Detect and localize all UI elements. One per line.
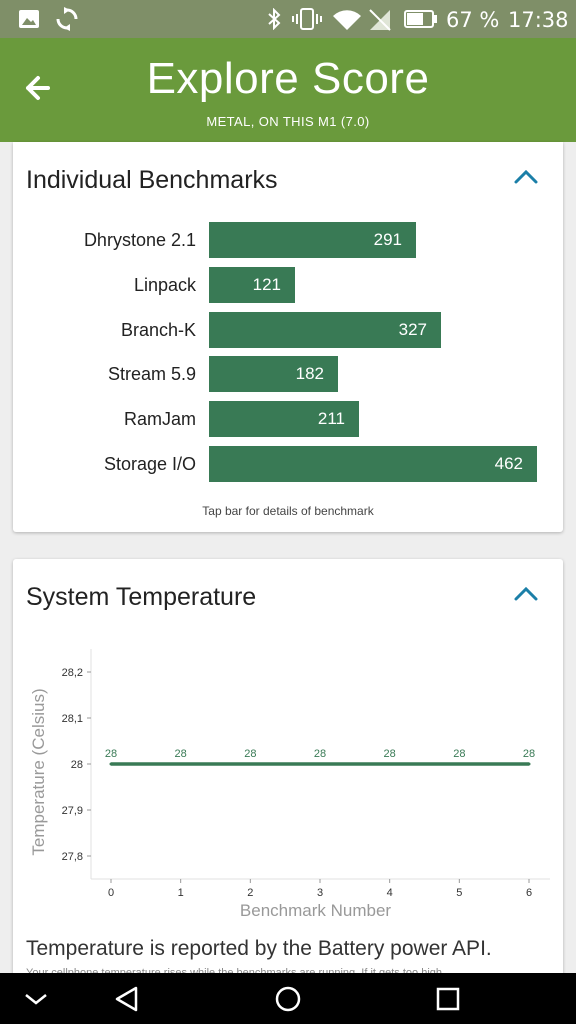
benchmark-label: Branch-K (120, 319, 196, 340)
temperature-title: System Temperature (26, 583, 257, 611)
temperature-data-label: 28 (105, 748, 117, 760)
temperature-point (457, 762, 461, 766)
benchmark-row[interactable]: RamJam 211 (13, 401, 563, 438)
benchmark-label: Stream 5.9 (107, 364, 196, 385)
wifi-icon (333, 10, 361, 31)
status-bar: 67 % 17:38 (0, 0, 576, 38)
chevron-down-icon[interactable] (20, 983, 52, 1015)
benchmarks-title: Individual Benchmarks (26, 166, 278, 194)
benchmark-bar[interactable]: 291 (209, 222, 416, 258)
temperature-data-label: 28 (384, 748, 396, 760)
navigation-bar (0, 973, 576, 1024)
y-axis-label: Temperature (Celsius) (29, 688, 48, 855)
benchmark-row[interactable]: Linpack 121 (13, 266, 563, 303)
benchmark-row[interactable]: Branch-K 327 (13, 311, 563, 348)
benchmark-bar[interactable]: 211 (209, 401, 359, 438)
temperature-chart: 27,8 27,9 28 28,1 28,2 0 1 2 3 4 5 6 28 28 28 28 28 28 28 B… (29, 649, 550, 920)
benchmark-value: 211 (317, 409, 345, 429)
bluetooth-icon (268, 8, 281, 30)
battery-icon (404, 10, 437, 28)
temperature-point (248, 762, 252, 766)
temperature-data-label: 28 (244, 748, 256, 760)
temperature-point (527, 762, 531, 766)
y-tick-label: 27,8 (62, 851, 83, 863)
temperature-data-label: 28 (314, 748, 326, 760)
x-tick-label: 1 (178, 887, 184, 899)
arrow-left-icon[interactable] (18, 66, 62, 110)
benchmarks-card: Individual Benchmarks Dhrystone 2.1 291 Li… (13, 142, 563, 532)
x-axis-label: Benchmark Number (240, 901, 392, 920)
benchmark-row[interactable]: Storage I/O 462 (13, 446, 563, 482)
temperature-data-label: 28 (523, 748, 535, 760)
y-tick-label: 27,9 (62, 805, 83, 817)
x-tick-label: 3 (317, 887, 323, 899)
benchmark-label: RamJam (123, 409, 196, 430)
temperature-card: System Temperature 27,8 27,9 28 28,1 28,2 0 1 2… (13, 559, 563, 979)
y-tick-label: 28 (71, 759, 83, 771)
temperature-data-label: 28 (453, 748, 465, 760)
y-tick-label: 28,2 (62, 667, 83, 679)
page-subtitle: METAL, ON THIS M1 (7.0) (206, 114, 370, 129)
benchmark-label: Dhrystone 2.1 (83, 230, 196, 250)
benchmark-value: 182 (295, 364, 324, 384)
x-tick-label: 2 (247, 887, 253, 899)
benchmark-row[interactable]: Dhrystone 2.1 291 (13, 222, 563, 258)
benchmark-row[interactable]: Stream 5.9 182 (13, 356, 563, 393)
temperature-point (318, 762, 322, 766)
app-bar: Explore Score METAL, ON THIS M1 (7.0) (0, 38, 576, 142)
benchmark-label: Linpack (133, 274, 196, 295)
page-title: Explore Score (146, 54, 430, 103)
image-icon (19, 10, 39, 28)
benchmark-value: 291 (373, 230, 402, 249)
chevron-up-icon[interactable] (511, 162, 541, 192)
clock: 17:38 (508, 8, 569, 32)
chevron-up-icon[interactable] (511, 579, 541, 609)
sync-icon (56, 7, 78, 31)
temperature-point (388, 762, 392, 766)
benchmark-bar[interactable]: 121 (209, 266, 295, 303)
benchmark-bar[interactable]: 182 (209, 356, 338, 393)
home-circle-icon[interactable] (272, 983, 304, 1015)
temperature-data-label: 28 (175, 748, 187, 760)
benchmark-value: 327 (398, 319, 427, 339)
benchmark-value: 121 (252, 274, 281, 294)
battery-percent: 67 % (446, 8, 500, 32)
benchmark-bar[interactable]: 462 (209, 446, 537, 482)
x-tick-label: 5 (456, 887, 462, 899)
benchmark-label: Storage I/O (103, 454, 196, 474)
benchmark-value: 462 (494, 454, 523, 473)
temperature-point (109, 762, 113, 766)
temperature-point (179, 762, 183, 766)
x-tick-label: 0 (108, 887, 114, 899)
vibrate-icon (292, 8, 322, 30)
benchmark-bar[interactable]: 327 (209, 311, 441, 348)
recents-square-icon[interactable] (432, 983, 464, 1015)
benchmark-hint: Tap bar for details of benchmark (202, 504, 374, 518)
x-tick-label: 4 (387, 887, 393, 899)
x-tick-label: 6 (526, 887, 532, 899)
temperature-note: Temperature is reported by the Battery p… (26, 937, 492, 960)
back-triangle-icon[interactable] (112, 983, 144, 1015)
no-signal-icon (369, 9, 391, 31)
y-tick-label: 28,1 (62, 713, 83, 725)
